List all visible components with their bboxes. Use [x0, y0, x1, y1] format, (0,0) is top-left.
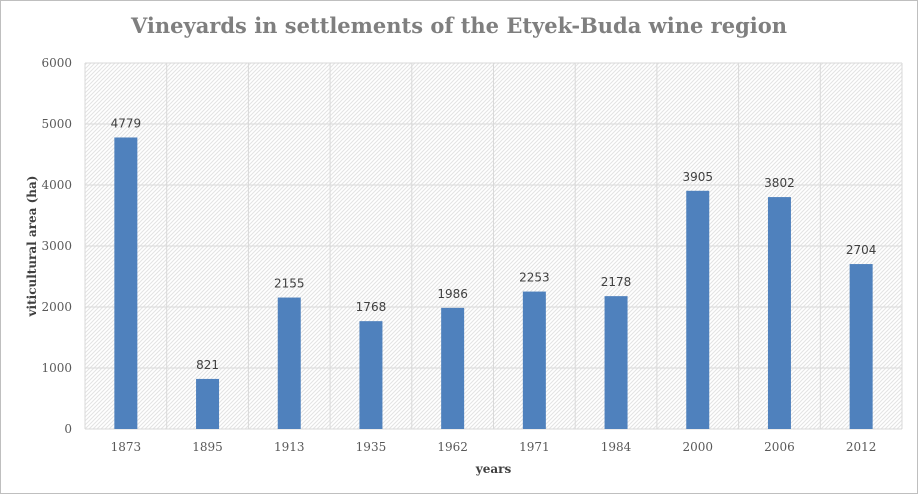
- bar: [441, 307, 465, 429]
- data-label: 3905: [682, 170, 713, 184]
- data-label: 2155: [274, 277, 305, 291]
- bar: [114, 137, 138, 429]
- y-tick-label: 5000: [41, 117, 72, 131]
- data-label: 3802: [764, 176, 795, 190]
- bar: [849, 264, 873, 429]
- data-label: 2704: [846, 243, 877, 257]
- x-tick-label: 1895: [192, 440, 223, 454]
- data-label: 2253: [519, 271, 550, 285]
- bar: [604, 296, 628, 429]
- y-tick-label: 1000: [41, 361, 72, 375]
- x-tick-label: 1935: [356, 440, 387, 454]
- x-tick-label: 2012: [846, 440, 877, 454]
- x-tick-label: 1873: [111, 440, 142, 454]
- data-label: 1768: [356, 300, 387, 314]
- bar: [686, 190, 710, 429]
- data-label: 821: [196, 358, 219, 372]
- data-label: 4779: [111, 116, 142, 130]
- x-tick-label: 1971: [519, 440, 550, 454]
- data-label: 2178: [601, 275, 632, 289]
- bar: [522, 291, 546, 429]
- y-tick-label: 3000: [41, 239, 72, 253]
- bar: [196, 378, 220, 429]
- bar: [277, 297, 301, 429]
- chart-title: Vineyards in settlements of the Etyek-Bu…: [130, 13, 788, 38]
- y-axis-title: viticultural area (ha): [25, 176, 39, 318]
- y-tick-label: 4000: [41, 178, 72, 192]
- x-tick-label: 1913: [274, 440, 305, 454]
- x-tick-label: 2006: [764, 440, 795, 454]
- x-tick-label: 1962: [437, 440, 468, 454]
- y-tick-label: 6000: [41, 56, 72, 70]
- x-tick-label: 1984: [601, 440, 632, 454]
- data-label: 1986: [437, 287, 468, 301]
- y-tick-label: 2000: [41, 300, 72, 314]
- bar: [767, 197, 791, 429]
- x-axis-title: years: [475, 462, 512, 476]
- x-tick-label: 2000: [682, 440, 713, 454]
- y-tick-label: 0: [64, 422, 72, 436]
- bar: [359, 321, 383, 429]
